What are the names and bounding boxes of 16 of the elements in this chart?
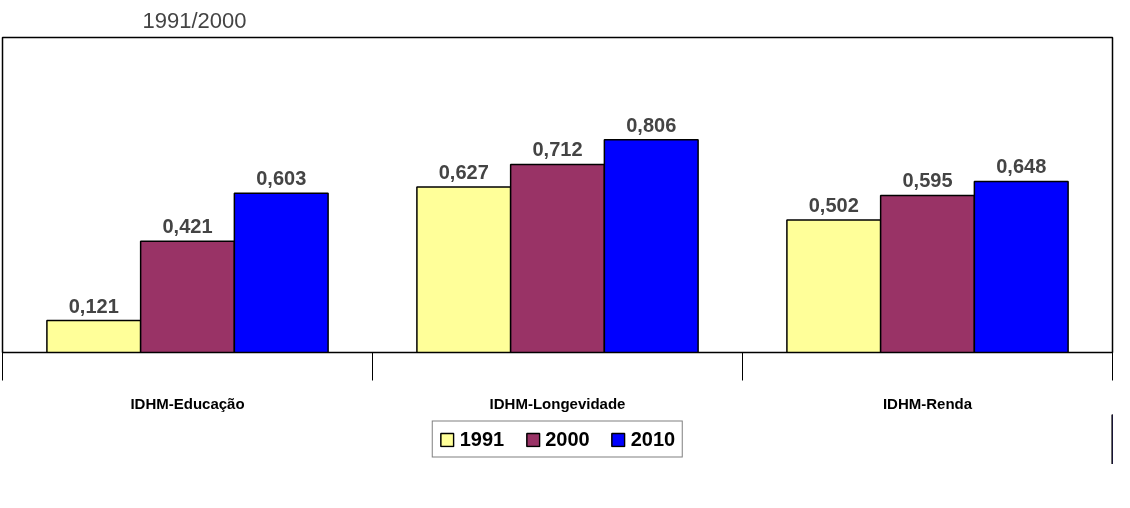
data-label: 0,712 xyxy=(532,138,583,161)
chart-title: 1991/2000 xyxy=(142,7,247,33)
x-tick-label: IDHM-Renda xyxy=(882,394,973,412)
data-label: 0,121 xyxy=(68,294,119,317)
data-label: 0,603 xyxy=(256,167,307,190)
data-label: 0,421 xyxy=(162,215,213,238)
legend-label: 2010 xyxy=(630,427,676,451)
legend-label: 2000 xyxy=(545,427,590,451)
x-tick-label: IDHM-Longevidade xyxy=(489,394,626,412)
data-label: 0,595 xyxy=(902,169,953,192)
data-label: 0,648 xyxy=(996,155,1047,178)
data-label: 0,806 xyxy=(626,113,677,136)
legend-label: 1991 xyxy=(459,427,505,451)
x-tick-label: IDHM-Educação xyxy=(130,394,245,412)
data-label: 0,502 xyxy=(808,193,859,216)
data-label: 0,627 xyxy=(438,160,489,183)
